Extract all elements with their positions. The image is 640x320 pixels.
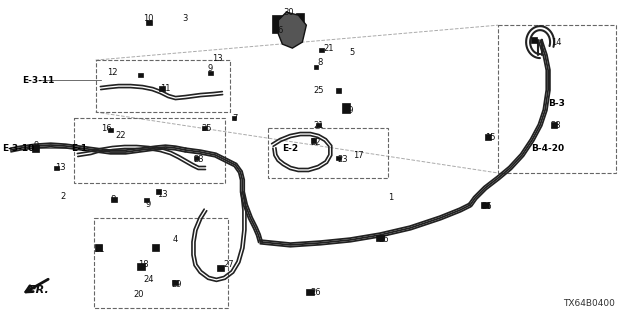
Text: 24: 24: [143, 276, 154, 284]
Bar: [144, 198, 149, 202]
Polygon shape: [278, 12, 307, 48]
Text: 8: 8: [111, 196, 116, 204]
Bar: [136, 263, 145, 270]
Bar: [485, 134, 491, 140]
Bar: [268, 128, 388, 178]
Text: 28: 28: [551, 121, 561, 130]
Text: E-3-11: E-3-11: [22, 76, 55, 84]
Bar: [145, 20, 152, 25]
Text: 25: 25: [201, 124, 212, 132]
Text: 22: 22: [310, 138, 321, 147]
Bar: [551, 122, 557, 128]
Text: 21: 21: [313, 121, 324, 130]
Bar: [152, 244, 159, 252]
Text: 7: 7: [233, 114, 238, 123]
Text: E-2: E-2: [282, 143, 298, 153]
Bar: [481, 202, 489, 208]
Bar: [232, 116, 236, 120]
Text: 13: 13: [55, 164, 66, 172]
Text: 11: 11: [160, 84, 171, 92]
Text: B-3: B-3: [548, 99, 564, 108]
Bar: [314, 65, 318, 69]
Text: 13: 13: [212, 54, 223, 63]
Bar: [95, 244, 102, 252]
Text: 26: 26: [378, 236, 388, 244]
Bar: [32, 145, 39, 151]
Text: 9: 9: [33, 140, 38, 149]
Bar: [202, 126, 207, 130]
Text: 8: 8: [317, 58, 323, 67]
Bar: [316, 123, 321, 127]
Bar: [159, 85, 166, 91]
Text: 2: 2: [60, 192, 65, 202]
Bar: [307, 289, 314, 295]
Text: 22: 22: [115, 131, 126, 140]
Bar: [156, 189, 161, 195]
Text: 1: 1: [388, 194, 393, 203]
Text: 9: 9: [208, 64, 213, 73]
Text: 18: 18: [138, 260, 149, 269]
Bar: [498, 25, 616, 173]
Text: 26: 26: [482, 203, 492, 212]
Text: 9: 9: [146, 200, 151, 210]
Text: 14: 14: [551, 38, 561, 47]
Bar: [336, 156, 341, 161]
Bar: [108, 128, 113, 132]
Bar: [111, 197, 116, 203]
Bar: [194, 156, 199, 161]
Text: 16: 16: [101, 124, 112, 132]
Bar: [531, 37, 537, 43]
Bar: [173, 280, 179, 285]
Text: 27: 27: [223, 260, 234, 269]
Text: 4: 4: [173, 236, 178, 244]
Text: 21: 21: [94, 245, 105, 254]
Text: E-3-10: E-3-10: [3, 143, 35, 153]
Text: 20: 20: [133, 290, 144, 299]
Text: 6: 6: [278, 26, 283, 35]
Text: 3: 3: [183, 14, 188, 23]
Bar: [319, 48, 324, 52]
Text: TX64B0400: TX64B0400: [563, 299, 615, 308]
Text: FR.: FR.: [29, 285, 49, 295]
Text: 21: 21: [323, 44, 333, 52]
Text: 12: 12: [108, 68, 118, 76]
Text: 5: 5: [349, 48, 355, 57]
Text: 25: 25: [313, 85, 324, 95]
Text: B-4-20: B-4-20: [532, 143, 564, 153]
Text: 23: 23: [193, 156, 204, 164]
Text: 26: 26: [310, 288, 321, 297]
Text: 13: 13: [157, 190, 168, 199]
Text: 19: 19: [343, 106, 353, 115]
Bar: [208, 71, 213, 75]
Text: 15: 15: [485, 132, 495, 141]
Bar: [336, 88, 341, 92]
Bar: [217, 265, 224, 271]
Bar: [74, 118, 225, 183]
Bar: [296, 13, 305, 23]
Text: 17: 17: [353, 150, 364, 159]
Text: E-1: E-1: [72, 143, 88, 153]
Bar: [273, 15, 284, 33]
Bar: [138, 73, 143, 77]
Text: 10: 10: [143, 14, 154, 23]
Bar: [93, 218, 228, 308]
Text: 23: 23: [337, 156, 348, 164]
Bar: [54, 166, 59, 170]
Text: 30: 30: [283, 8, 294, 17]
Bar: [311, 138, 316, 142]
Bar: [376, 235, 384, 241]
Text: 29: 29: [172, 280, 182, 289]
Bar: [342, 103, 350, 113]
Bar: [95, 60, 230, 112]
